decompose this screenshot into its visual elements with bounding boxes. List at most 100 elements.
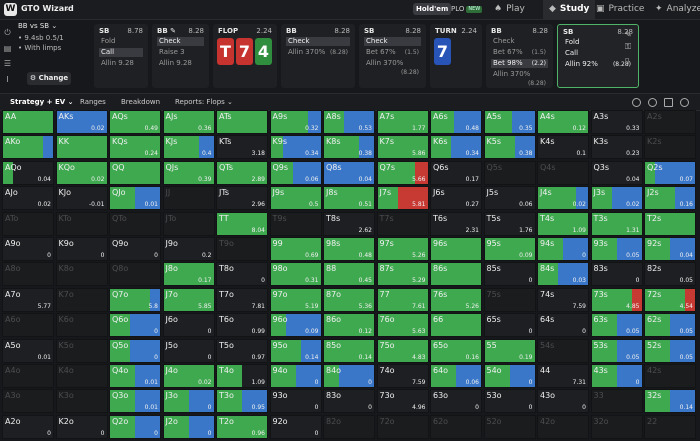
hand-cell[interactable]: JTo [162,211,215,236]
hand-cell[interactable]: Q7o 5.8 [109,287,161,312]
hand-cell[interactable]: AKo [2,135,54,160]
hand-cell[interactable]: K8o [55,262,108,287]
hand-cell[interactable]: K5s 0.38 [483,135,536,160]
action-bet-small[interactable]: Bet 67% (1.5) [493,48,546,56]
hand-cell[interactable]: AA [2,110,54,134]
hand-cell[interactable]: A4s 0.12 [537,110,589,134]
hand-cell[interactable]: 76s 5.26 [430,287,482,312]
hand-cell[interactable]: T9o [216,237,268,261]
hand-cell[interactable]: 83o 0 [323,389,375,414]
holdem-toggle[interactable]: Hold'em [413,3,452,15]
hand-cell[interactable]: 65s 0 [483,313,536,338]
hand-cell[interactable]: J9o 0.2 [162,237,215,261]
hand-cell[interactable]: A4o [2,364,54,388]
hand-cell[interactable]: 64o 0.06 [430,364,482,388]
panel-bb-flop[interactable]: BB 8.28 Check Allin 370% (8.28) [281,24,355,88]
hand-cell[interactable]: J4o 0.02 [162,364,215,388]
hand-cell[interactable]: 55 0.19 [483,338,536,363]
hand-cell[interactable]: K4s 0.1 [537,135,589,160]
power-icon[interactable]: ⏻ [4,28,11,37]
hand-cell[interactable]: QTo [109,211,161,236]
hand-cell[interactable]: 42o [537,414,589,439]
nav-play[interactable]: ♠ Play [494,0,525,19]
hand-cell[interactable]: A7s 1.77 [376,110,429,134]
brand-name[interactable]: GTO Wizard [21,4,74,13]
hand-cell[interactable]: Q4o 0.01 [109,364,161,388]
hand-cell[interactable]: A3s 0.33 [590,110,643,134]
hand-cell[interactable]: KTs 3.18 [216,135,268,160]
hand-cell[interactable]: T4o 1.09 [216,364,268,388]
hand-cell[interactable]: 95s 0.09 [483,237,536,261]
panel-sb-preflop[interactable]: SB 8.78 Fold Call Allin 9.28 [94,24,148,88]
hand-cell[interactable]: 93s 0.05 [590,237,643,261]
hand-cell[interactable]: J4s 0.02 [537,186,589,211]
tab-breakdown[interactable]: Breakdown [121,98,161,106]
hand-cell[interactable]: 62s 0.05 [644,313,696,338]
hand-cell[interactable]: J3s 0.02 [590,186,643,211]
hand-cell[interactable]: QTs 2.89 [216,160,268,185]
hand-cell[interactable]: Q8s 0.04 [323,160,375,185]
hand-cell[interactable]: J8s 0.51 [323,186,375,211]
hand-cell[interactable]: T5s 1.76 [483,211,536,236]
hand-cell[interactable]: A7o 5.77 [2,287,54,312]
hand-cell[interactable]: JTs 2.96 [216,186,268,211]
hand-cell[interactable]: T4s 1.09 [537,211,589,236]
hand-cell[interactable]: 75o 4.83 [376,338,429,363]
hand-cell[interactable]: J7s 5.81 [376,186,429,211]
hand-cell[interactable]: 54o 0 [483,364,536,388]
hand-cell[interactable]: KK [55,135,108,160]
action-bet[interactable]: Bet 67% (1.5) [366,48,419,56]
hand-cell[interactable]: KQo 0.02 [55,160,108,185]
hand-cell[interactable]: Q2s 0.07 [644,160,696,185]
hand-cell[interactable]: J6o 0 [162,313,215,338]
hand-cell[interactable]: T7o 7.81 [216,287,268,312]
action-raise[interactable]: Raise 3 [159,48,185,56]
hand-cell[interactable]: 97o 5.19 [269,287,322,312]
chevron-down-icon[interactable]: ⌄ [64,3,71,12]
hand-cell[interactable]: T8o 0 [216,262,268,287]
hand-cell[interactable]: 75s [483,287,536,312]
hand-cell[interactable]: Q2o 0 [109,414,161,439]
hand-cell[interactable]: 94s 0 [537,237,589,261]
hand-cell[interactable]: K3s 0.23 [590,135,643,160]
hand-cell[interactable]: 88 0.45 [323,262,375,287]
action-allin[interactable]: Allin 9.28 [101,59,134,67]
settings-icon[interactable] [648,98,657,107]
hand-cell[interactable]: K7s 5.86 [376,135,429,160]
hand-cell[interactable]: T5o 0.97 [216,338,268,363]
hand-cell[interactable]: A9s 0.32 [269,110,322,134]
hand-cell[interactable]: J7o 5.85 [162,287,215,312]
hand-cell[interactable]: KJs 0.4 [162,135,215,160]
hand-cell[interactable]: KQs 0.24 [109,135,161,160]
hand-cell[interactable]: 95o 0.14 [269,338,322,363]
action-call[interactable]: Call [565,49,579,57]
hand-cell[interactable]: Q9o 0 [109,237,161,261]
hand-cell[interactable]: A6o [2,313,54,338]
hand-cell[interactable]: T2s [644,211,696,236]
hand-cell[interactable]: TT 8.04 [216,211,268,236]
hand-cell[interactable]: T2o 0.96 [216,414,268,439]
hand-cell[interactable]: 84o 0 [323,364,375,388]
hand-cell[interactable]: J9s 0.5 [269,186,322,211]
hand-cell[interactable]: 42s [644,364,696,388]
hand-cell[interactable]: 98s 0.48 [323,237,375,261]
action-check[interactable]: Check [157,37,204,46]
hand-cell[interactable]: QJs 0.39 [162,160,215,185]
hand-cell[interactable]: 66 [430,313,482,338]
hand-cell[interactable]: 53o 0 [483,389,536,414]
hand-cell[interactable]: 92s 0.04 [644,237,696,261]
hand-cell[interactable]: AQs 0.49 [109,110,161,134]
hand-cell[interactable]: 77 7.61 [376,287,429,312]
hand-cell[interactable]: 98o 0.31 [269,262,322,287]
hand-cell[interactable]: 86o 0.12 [323,313,375,338]
hand-cell[interactable]: 94o 0 [269,364,322,388]
hand-cell[interactable]: T8s 2.62 [323,211,375,236]
hand-cell[interactable]: K6o [55,313,108,338]
hand-cell[interactable]: J2o 0 [162,414,215,439]
hand-cell[interactable]: A2s [644,110,696,134]
hand-cell[interactable]: J5o 0 [162,338,215,363]
hand-cell[interactable]: A6s 0.48 [430,110,482,134]
hand-cell[interactable]: KJo -0.01 [55,186,108,211]
hand-cell[interactable]: K9o 0 [55,237,108,261]
hand-cell[interactable]: KTo [55,211,108,236]
